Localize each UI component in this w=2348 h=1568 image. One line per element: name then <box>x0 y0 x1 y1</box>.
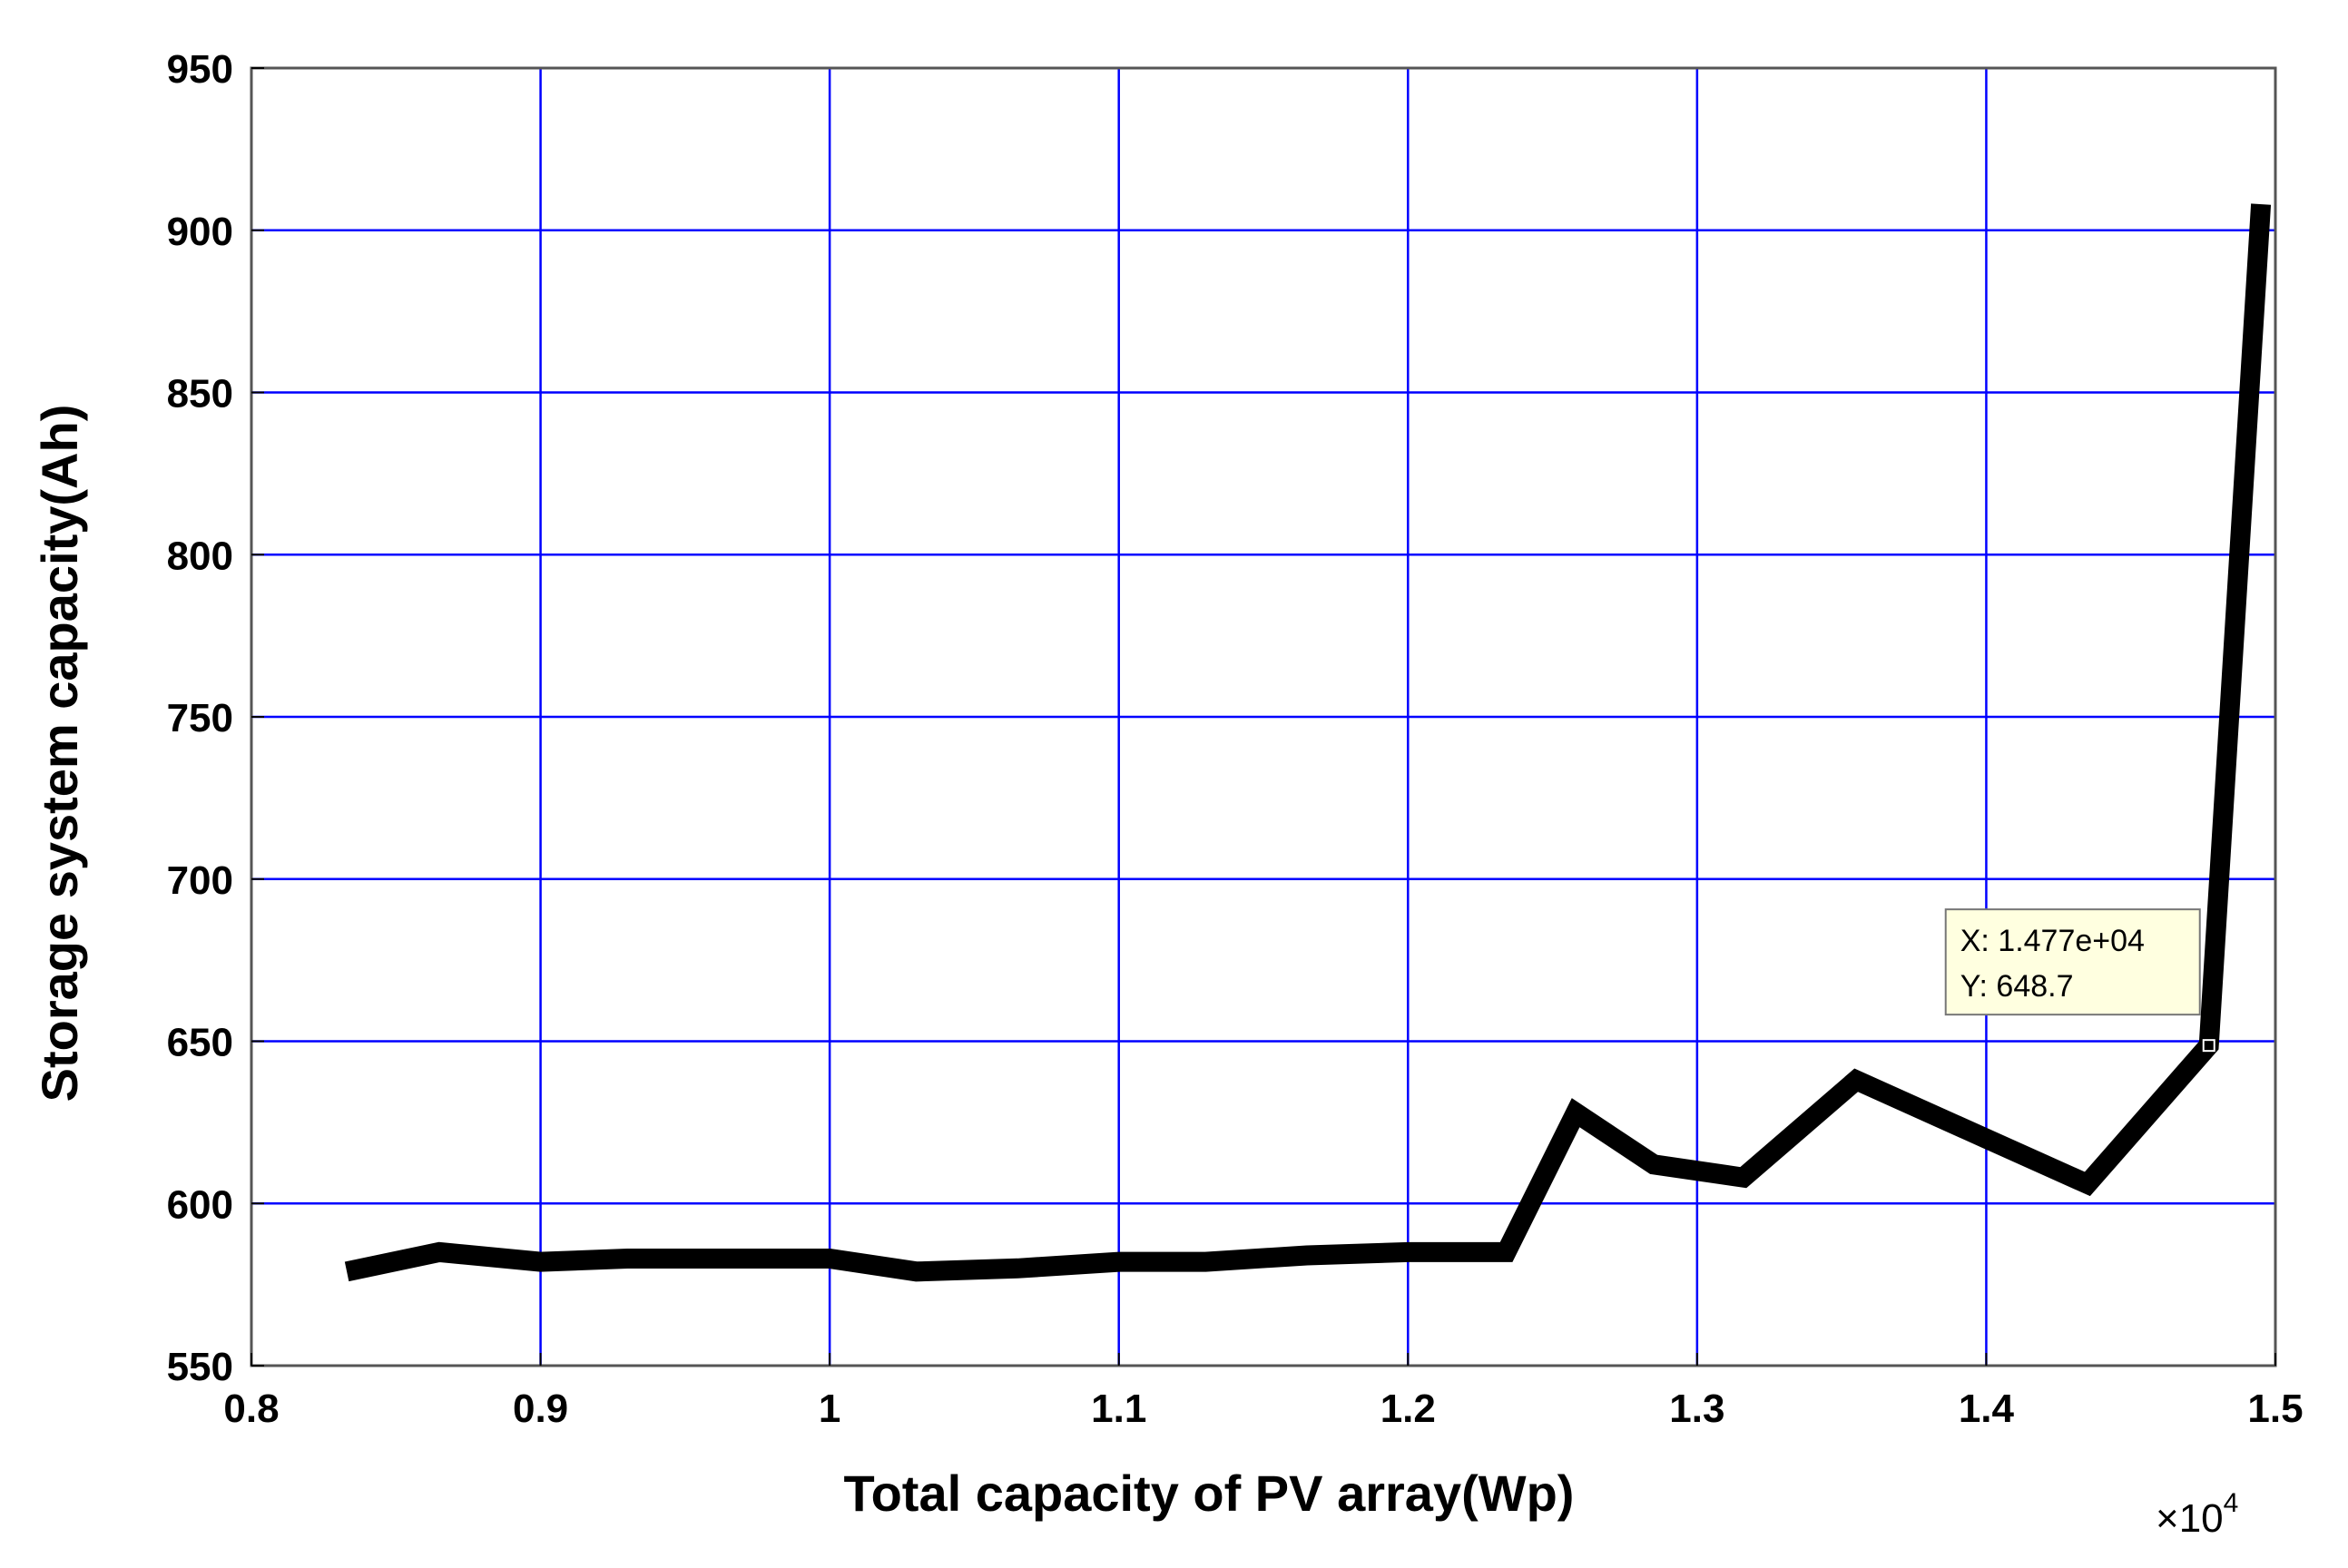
y-tick-label: 900 <box>167 210 233 254</box>
y-axis-label: Storage system capacity(Ah) <box>31 405 88 1102</box>
x-axis-exponent: ×104 <box>2156 1488 2238 1541</box>
data-tip[interactable]: X: 1.477e+04 Y: 648.7 <box>1944 908 2215 1053</box>
grid-lines <box>251 68 2275 1366</box>
y-tick-label: 650 <box>167 1021 233 1065</box>
y-tick-label: 550 <box>167 1345 233 1389</box>
x-tick-label: 1 <box>819 1387 840 1431</box>
y-tick-label: 600 <box>167 1182 233 1227</box>
data-tip-box <box>1944 908 2201 1016</box>
x-tick-label: 1.1 <box>1091 1387 1146 1431</box>
x-tick-label: 1.3 <box>1669 1387 1724 1431</box>
x-tick-label: 1.2 <box>1380 1387 1436 1431</box>
data-tip-y-text: Y: 648.7 <box>1960 969 2074 1004</box>
x-tick-label: 0.9 <box>513 1387 568 1431</box>
x-axis-exponent-power: 4 <box>2224 1488 2239 1518</box>
x-tick-label: 0.8 <box>223 1387 279 1431</box>
data-tip-marker[interactable] <box>2202 1039 2215 1053</box>
y-tick-label: 850 <box>167 372 233 416</box>
axis-ticks: 0.8 0.9 1 1.1 1.2 1.3 1.4 1.5 550 600 650 700 750 800… <box>167 47 2304 1431</box>
y-tick-label: 750 <box>167 696 233 740</box>
y-tick-label: 950 <box>167 47 233 92</box>
data-tip-x-text: X: 1.477e+04 <box>1960 924 2145 958</box>
x-axis-exponent-base: ×10 <box>2156 1496 2224 1541</box>
y-tick-label: 800 <box>167 534 233 578</box>
x-axis-label: Total capacity of PV array(Wp) <box>844 1465 1575 1522</box>
x-tick-label: 1.5 <box>2247 1387 2303 1431</box>
x-tick-label: 1.4 <box>1959 1387 2015 1431</box>
series-line <box>344 203 2272 1282</box>
series-group <box>344 203 2272 1282</box>
y-tick-label: 700 <box>167 858 233 903</box>
